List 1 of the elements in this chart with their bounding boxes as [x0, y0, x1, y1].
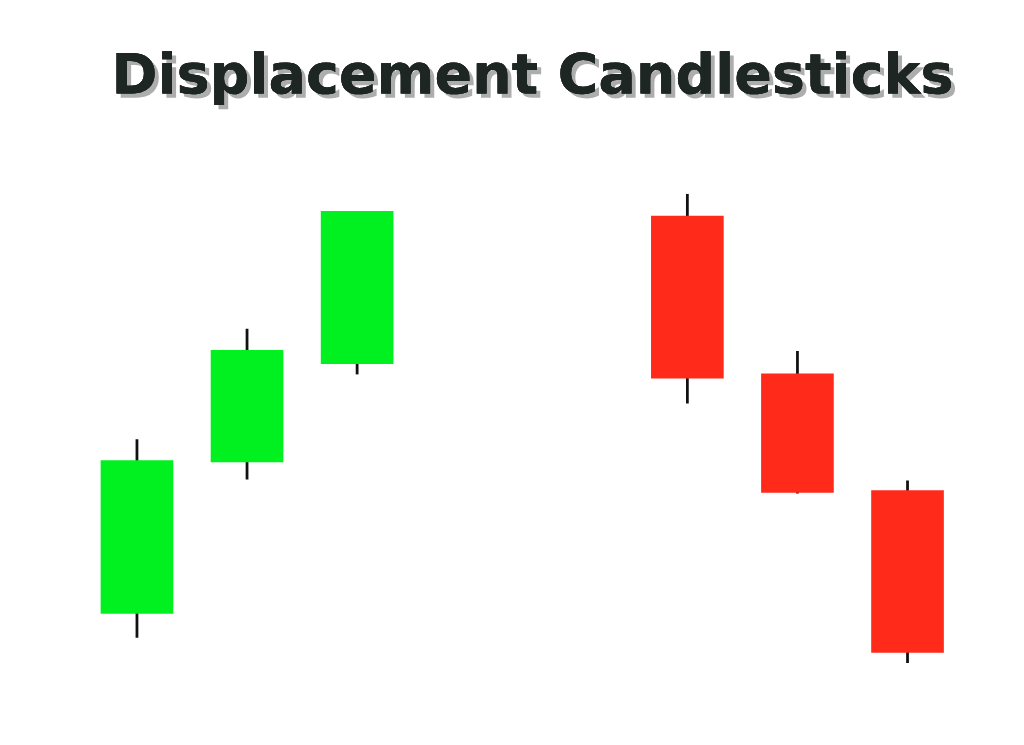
- chart-title: Displacement Candlesticks: [116, 51, 956, 110]
